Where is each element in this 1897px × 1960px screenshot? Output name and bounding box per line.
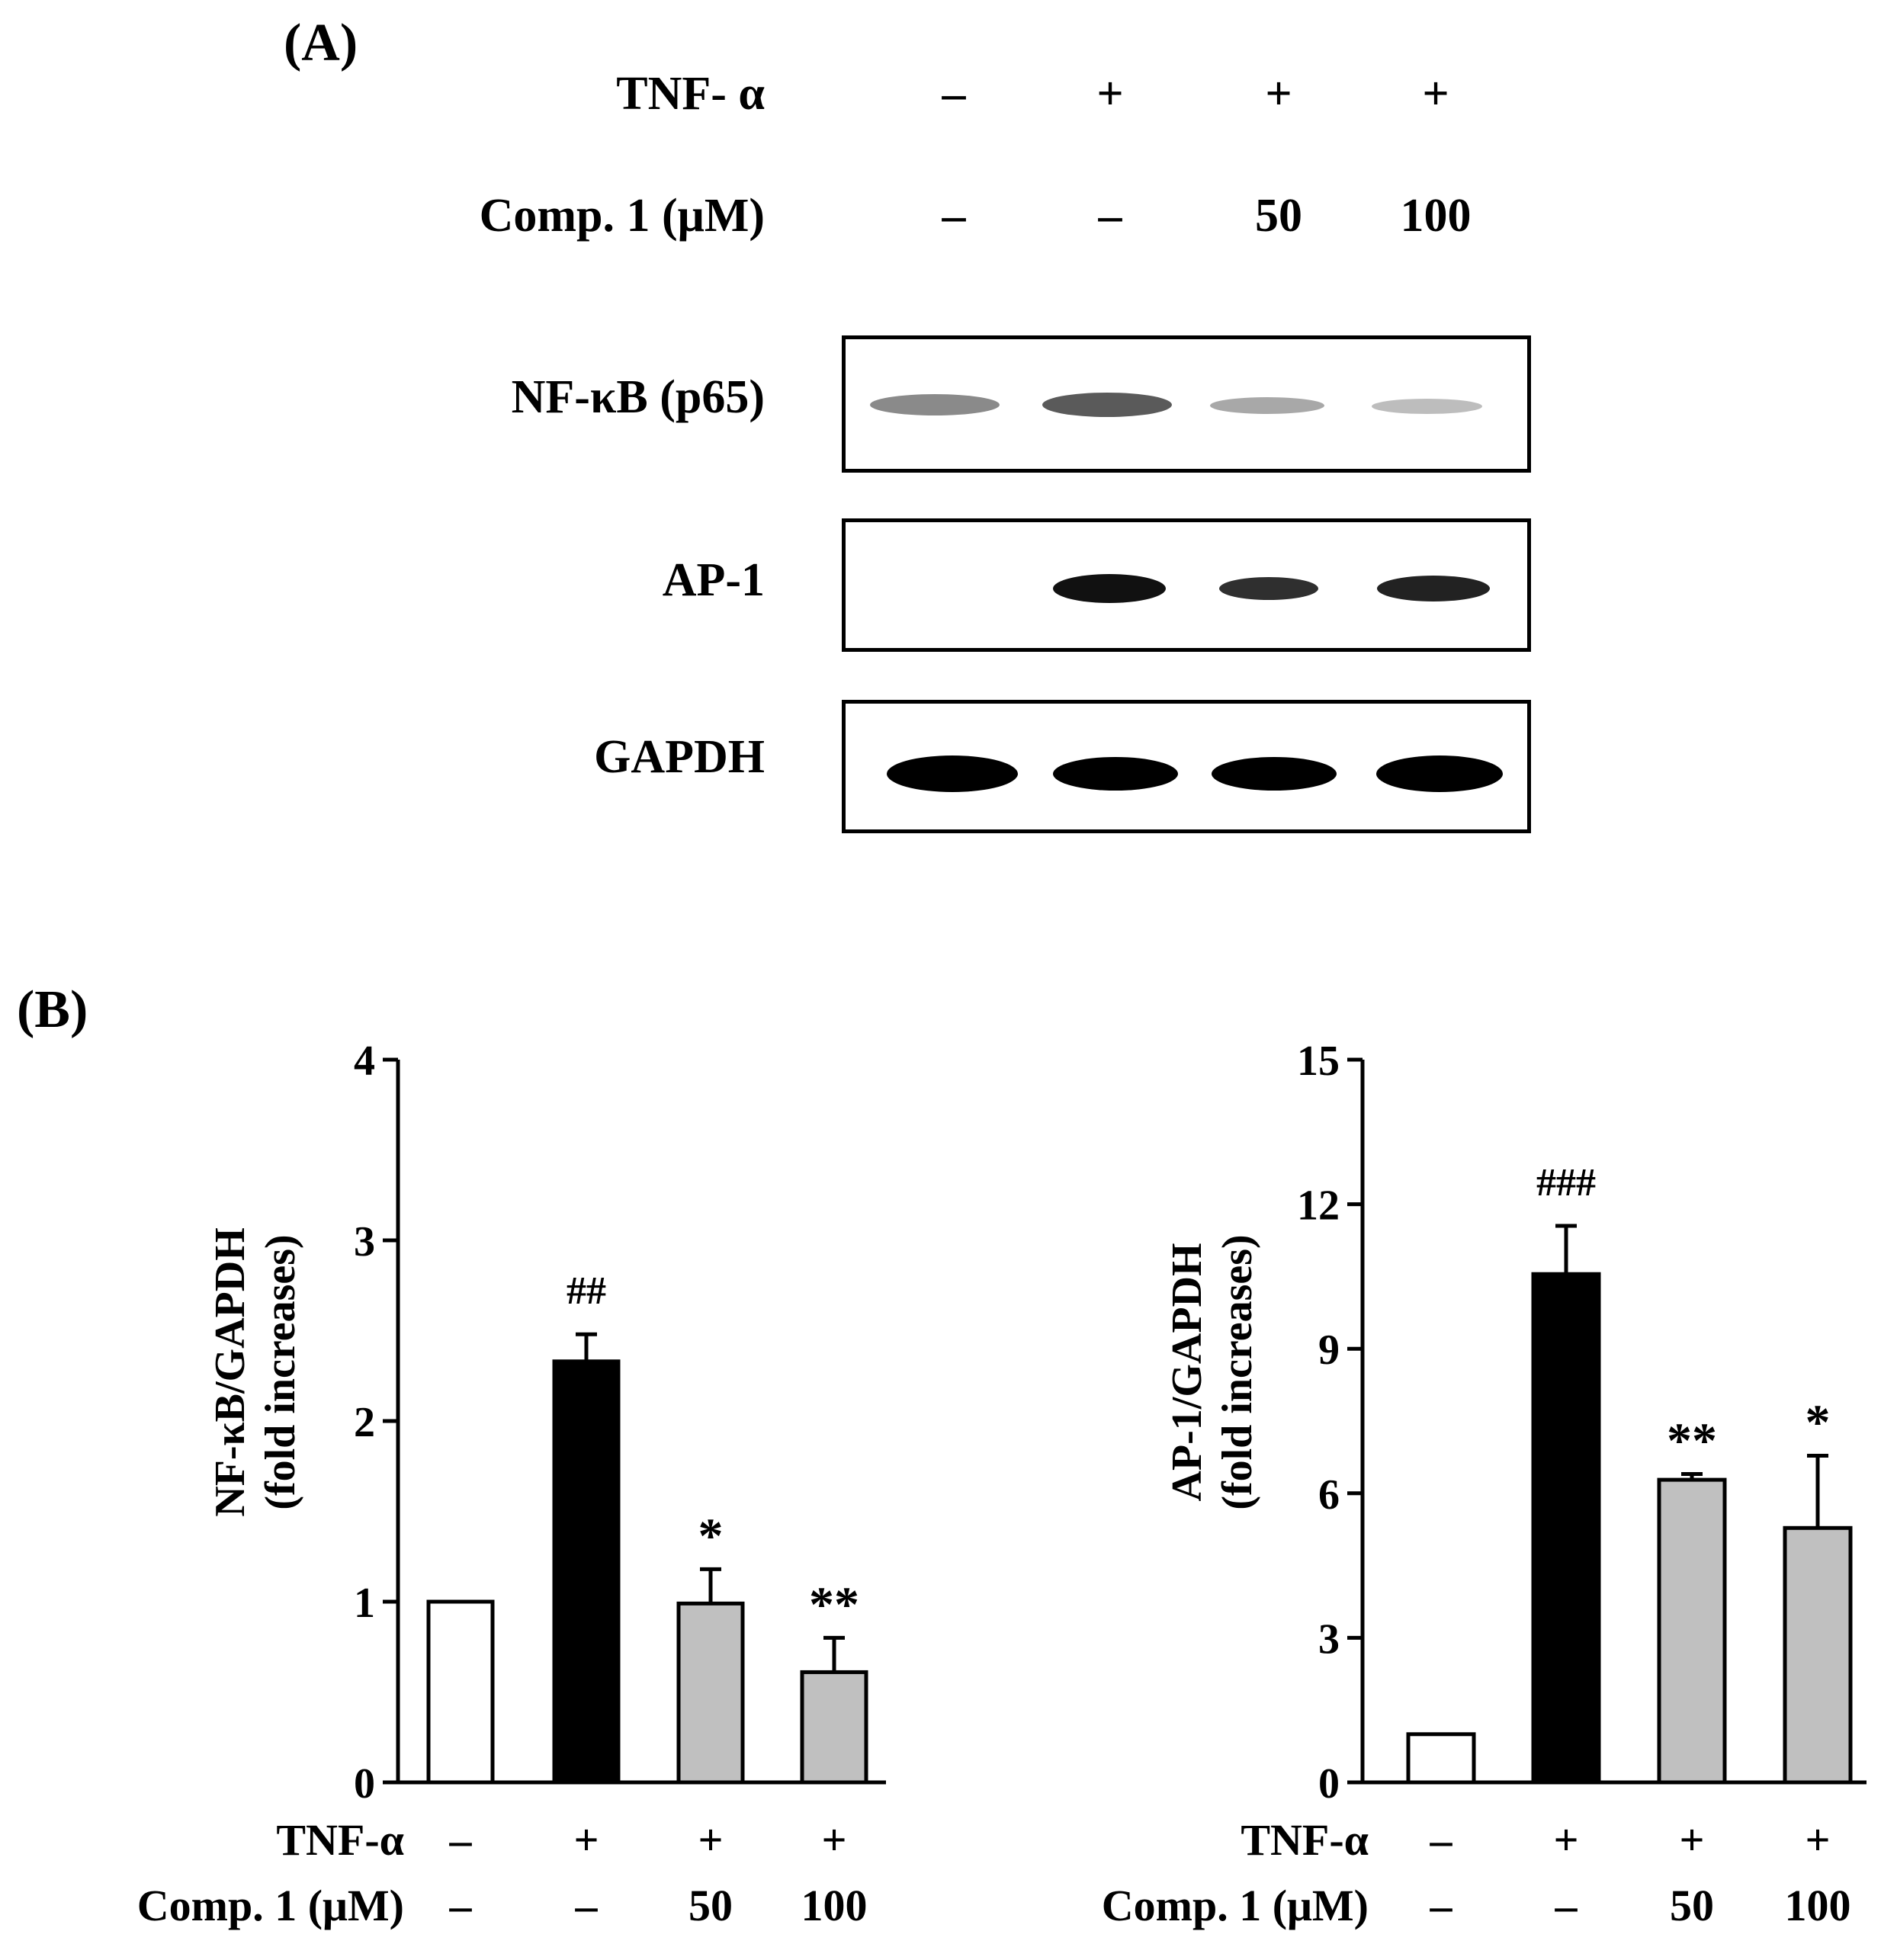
chart2-condition-value: + <box>1805 1815 1830 1865</box>
chart2-significance-label: ** <box>1667 1413 1717 1469</box>
comp-lane-2: – <box>1098 190 1122 242</box>
blot-ap1 <box>842 518 1531 652</box>
chart2-condition-value: + <box>1553 1815 1578 1865</box>
chart2-y-axis-title: AP-1/GAPDH (fold increases) <box>1164 1234 1261 1509</box>
chart2-bar <box>1406 1732 1476 1785</box>
blot-label-gapdh: GAPDH <box>594 731 765 783</box>
chart1-significance-label: ## <box>567 1269 606 1313</box>
nfkb-band-2 <box>1042 393 1172 417</box>
chart1-y-label-line2: (fold increases) <box>257 1234 304 1509</box>
chart2-condition-value: + <box>1679 1815 1704 1865</box>
chart1-y-tick-label: 2 <box>354 1399 375 1446</box>
tnf-row-label: TNF- α <box>616 68 765 120</box>
tnf-lane-3: + <box>1265 68 1292 120</box>
gapdh-band-4 <box>1376 755 1503 792</box>
chart1-condition-value: 50 <box>689 1881 733 1930</box>
chart1-condition-value: – <box>449 1881 473 1930</box>
chart1-condition-label: Comp. 1 (μM) <box>137 1881 404 1930</box>
chart1-condition-value: – <box>575 1881 599 1930</box>
chart2-significance-label: ### <box>1536 1161 1596 1205</box>
blot-label-ap1: AP-1 <box>662 554 765 606</box>
chart1-y-tick-label: 3 <box>354 1218 375 1265</box>
comp-lane-1: – <box>942 190 966 242</box>
chart2-bar <box>1531 1272 1601 1785</box>
chart1-bar <box>800 1670 868 1785</box>
chart1-condition-value: + <box>698 1815 723 1865</box>
gapdh-band-1 <box>887 755 1018 792</box>
gapdh-band-3 <box>1212 757 1337 791</box>
chart2-y-tick-label: 12 <box>1297 1182 1340 1230</box>
blot-gapdh <box>842 700 1531 833</box>
nfkb-band-4 <box>1372 399 1482 414</box>
tnf-lane-4: + <box>1422 68 1449 120</box>
chart2-bar <box>1783 1525 1853 1785</box>
tnf-lane-1: – <box>942 68 966 120</box>
chart2-y-tick-label: 6 <box>1318 1471 1340 1519</box>
chart2-y-tick-label: 15 <box>1297 1038 1340 1085</box>
tnf-lane-2: + <box>1096 68 1124 120</box>
chart2-condition-value: 100 <box>1785 1881 1851 1930</box>
chart1-bar <box>676 1601 745 1785</box>
chart1-condition-label: TNF-α <box>276 1815 404 1865</box>
chart1-condition-value: – <box>449 1815 473 1865</box>
chart1-y-tick-label: 4 <box>354 1038 375 1085</box>
chart2-y-label-line1: AP-1/GAPDH <box>1164 1243 1211 1501</box>
chart1-bar <box>426 1599 495 1785</box>
chart2-condition-label: Comp. 1 (μM) <box>1102 1881 1369 1930</box>
chart1-y-tick-label: 1 <box>354 1580 375 1627</box>
nfkb-band-1 <box>870 394 1000 415</box>
chart1-condition-value: + <box>573 1815 599 1865</box>
comp-row-label: Comp. 1 (μM) <box>479 190 765 242</box>
chart1-y-axis-title: NF-κB/GAPDH (fold increases) <box>207 1227 304 1517</box>
chart2-condition-label: TNF-α <box>1241 1815 1369 1865</box>
gapdh-band-2 <box>1053 757 1178 791</box>
chart2-y-tick-label: 3 <box>1318 1615 1340 1663</box>
chart2-y-tick-label: 9 <box>1318 1326 1340 1374</box>
ap1-band-2 <box>1053 574 1166 603</box>
chart2-significance-label: * <box>1806 1395 1831 1451</box>
panel-b-label: (B) <box>17 980 88 1039</box>
chart1-y-tick-label: 0 <box>354 1760 375 1808</box>
blot-nfkb <box>842 335 1531 473</box>
chart2-condition-value: – <box>1430 1881 1453 1930</box>
comp-lane-3: 50 <box>1255 190 1302 242</box>
chart2-condition-value: 50 <box>1670 1881 1714 1930</box>
chart1-condition-value: 100 <box>801 1881 868 1930</box>
chart2-condition-value: – <box>1430 1815 1453 1865</box>
chart1-bar <box>552 1359 621 1785</box>
ap1-band-4 <box>1377 576 1490 601</box>
panel-a-label: (A) <box>284 14 358 72</box>
chart2-condition-value: – <box>1555 1881 1578 1930</box>
blot-label-nfkb: NF-κB (p65) <box>511 371 765 423</box>
nfkb-band-3 <box>1210 397 1324 414</box>
chart2-bar <box>1657 1477 1727 1785</box>
chart2-y-label-line2: (fold increases) <box>1214 1234 1261 1509</box>
chart1-significance-label: ** <box>809 1577 859 1632</box>
ap1-band-3 <box>1219 577 1318 600</box>
chart1-y-label-line1: NF-κB/GAPDH <box>207 1227 254 1517</box>
chart2-y-tick-label: 0 <box>1318 1760 1340 1808</box>
comp-lane-4: 100 <box>1400 190 1472 242</box>
chart1-significance-label: * <box>698 1508 724 1564</box>
chart1-condition-value: + <box>821 1815 846 1865</box>
